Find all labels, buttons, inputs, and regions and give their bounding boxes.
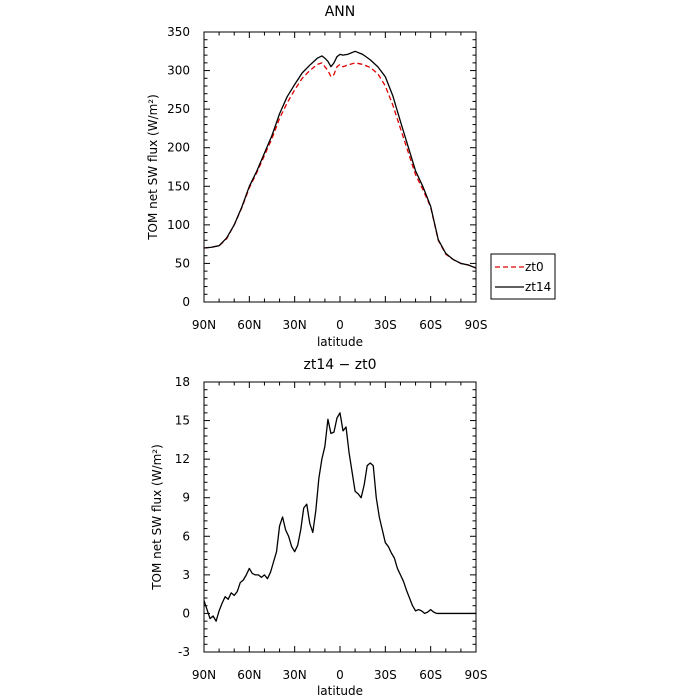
series-line-diff-0 — [203, 412, 476, 622]
x-tick-label: 60N — [237, 318, 261, 332]
y-tick-label: 0 — [182, 606, 190, 620]
y-tick-label: 300 — [167, 64, 190, 78]
legend-box — [490, 253, 556, 300]
x-tick-label: 30N — [283, 318, 307, 332]
x-tick-label: 60N — [237, 668, 261, 682]
y-tick-label: 12 — [175, 452, 190, 466]
x-tick-label: 90N — [192, 318, 216, 332]
y-tick-label: 200 — [167, 141, 190, 155]
x-tick-label: 60S — [419, 318, 442, 332]
y-axis-title-annual: TOM net SW flux (W/m²) — [146, 94, 160, 241]
y-tick-label: 150 — [167, 179, 190, 193]
x-tick-label: 90S — [465, 668, 488, 682]
x-tick-label: 30S — [374, 668, 397, 682]
y-tick-label: 18 — [175, 375, 190, 389]
x-tick-label: 0 — [336, 318, 344, 332]
panel-title-annual: ANN — [325, 4, 356, 20]
x-tick-label: 0 — [336, 668, 344, 682]
y-tick-label: 50 — [175, 256, 190, 270]
legend-label-zt0: zt0 — [525, 260, 544, 274]
y-axis-title-difference: TOM net SW flux (W/m²) — [150, 444, 164, 591]
x-tick-label: 90S — [465, 318, 488, 332]
y-tick-label: 15 — [175, 414, 190, 428]
y-tick-label: 6 — [182, 529, 190, 543]
x-axis-title-difference: latitude — [317, 684, 363, 698]
series-line-zt0 — [203, 62, 477, 269]
axis-ticks-annual: 90N 60N 30N 0 30S 60S 90S 0 50 100 150 200 250 300 350 — [167, 25, 487, 332]
legend-label-zt14: zt14 — [525, 280, 551, 294]
y-tick-label: 3 — [182, 568, 190, 582]
x-tick-label: 60S — [419, 668, 442, 682]
series-line-zt14 — [203, 50, 477, 269]
y-tick-label: -3 — [178, 645, 190, 659]
series-lines-annual — [203, 50, 477, 269]
x-tick-label: 90N — [192, 668, 216, 682]
panel-difference: zt14 − zt0 90N 60N 30N 0 30S 60S 90S -3 0 3 6 9 12 15… — [150, 357, 487, 698]
legend: zt0 zt14 — [490, 253, 556, 300]
y-tick-label: 0 — [182, 295, 190, 309]
plot-frame-annual — [203, 31, 477, 303]
y-tick-label: 350 — [167, 25, 190, 39]
x-tick-label: 30S — [374, 318, 397, 332]
series-lines-difference — [203, 412, 476, 622]
y-tick-label: 250 — [167, 102, 190, 116]
y-tick-label: 100 — [167, 218, 190, 232]
axis-ticks-difference: 90N 60N 30N 0 30S 60S 90S -3 0 3 6 9 12 15 18 — [175, 375, 488, 682]
y-tick-label: 9 — [182, 491, 190, 505]
panel-annual: ANN 90N 60N 30N 0 30S 60S 90S 0 50 100 150 200 250 30… — [146, 4, 556, 349]
x-axis-title-annual: latitude — [317, 335, 363, 349]
plot-frame-difference — [203, 381, 477, 653]
x-tick-label: 30N — [283, 668, 307, 682]
panel-title-difference: zt14 − zt0 — [303, 357, 376, 373]
